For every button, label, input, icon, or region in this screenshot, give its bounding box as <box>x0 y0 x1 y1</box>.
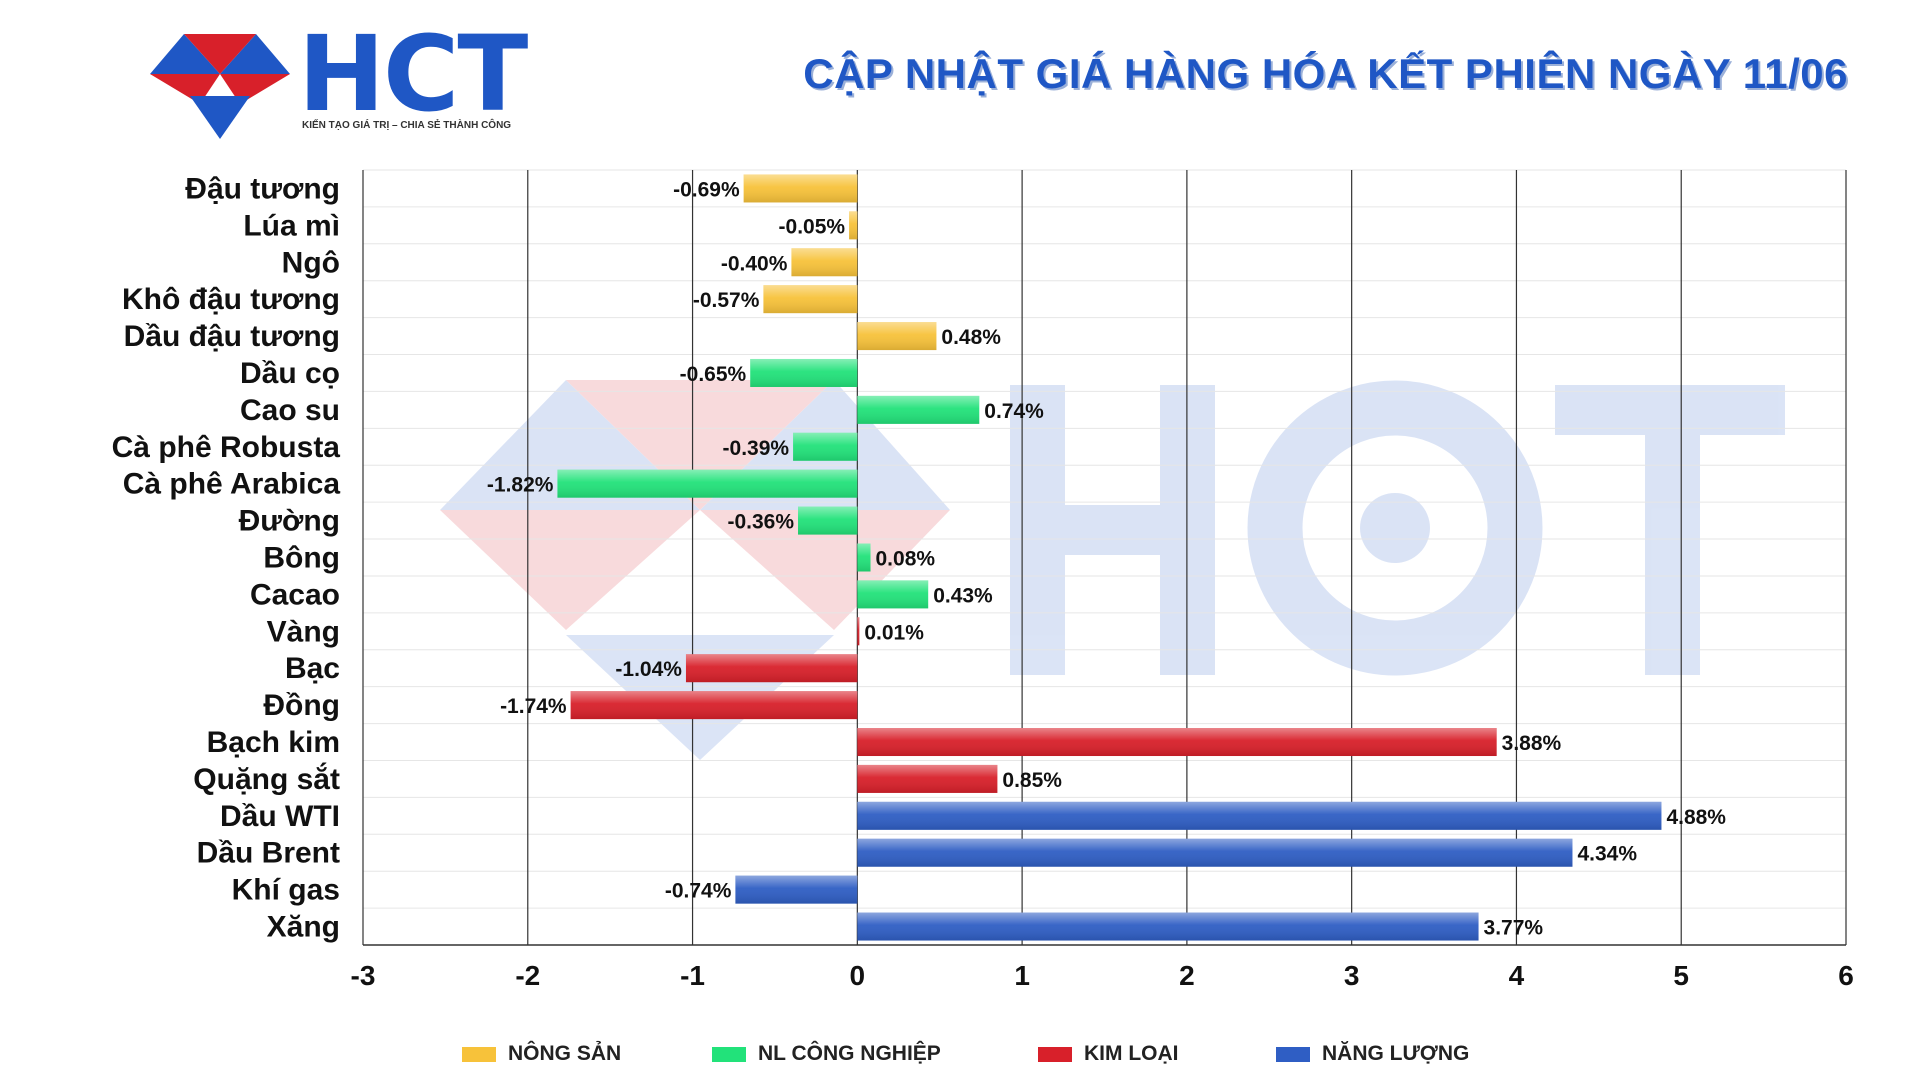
bar-highlight <box>570 691 858 720</box>
category-label: Dầu đậu tương <box>124 320 340 353</box>
x-tick-label: 5 <box>1673 960 1689 991</box>
category-label: Cacao <box>250 578 340 611</box>
data-label: -0.39% <box>723 437 790 460</box>
category-label: Lúa mì <box>243 209 340 242</box>
legend-label: NĂNG LƯỢNG <box>1322 1042 1470 1065</box>
category-label: Đồng <box>263 689 340 722</box>
bar-highlight <box>735 875 858 904</box>
bar-highlight <box>849 211 858 240</box>
category-label: Khô đậu tương <box>122 283 340 316</box>
x-tick-label: 3 <box>1344 960 1360 991</box>
legend-swatch <box>1038 1046 1072 1062</box>
category-label: Đậu tương <box>185 172 340 205</box>
page-title: CẬP NHẬT GIÁ HÀNG HÓA KẾT PHIÊN NGÀY 11/… <box>803 50 1848 97</box>
data-label: -0.74% <box>665 880 732 903</box>
x-tick-label: 1 <box>1014 960 1030 991</box>
bar-highlight <box>557 469 858 498</box>
diamond-logo-icon <box>150 34 290 139</box>
chart-legend: NÔNG SẢN NL CÔNG NGHIỆP KIM LOẠI NĂNG LƯ… <box>0 1042 1920 1066</box>
bar-highlight <box>763 285 858 314</box>
category-label: Ngô <box>282 246 340 279</box>
x-tick-label: -2 <box>515 960 540 991</box>
data-label: 0.85% <box>1002 769 1062 792</box>
data-label: -0.65% <box>680 363 747 386</box>
bar-highlight <box>791 248 858 277</box>
legend-label: KIM LOẠI <box>1084 1042 1179 1065</box>
legend-swatch <box>712 1046 746 1062</box>
bar-highlight <box>857 543 871 572</box>
category-label: Đường <box>239 505 340 538</box>
data-label: 3.77% <box>1484 917 1544 940</box>
data-label: 0.08% <box>876 548 936 571</box>
category-label: Quặng sắt <box>193 762 340 796</box>
data-label: -0.05% <box>779 215 846 238</box>
legend-swatch <box>462 1046 496 1062</box>
x-tick-label: 6 <box>1838 960 1854 991</box>
data-label: -0.57% <box>693 289 760 312</box>
x-tick-label: -1 <box>680 960 705 991</box>
category-label: Cà phê Arabica <box>123 468 341 501</box>
data-label: -1.04% <box>615 658 682 681</box>
bar-highlight <box>857 912 1479 941</box>
bar-highlight <box>857 395 980 424</box>
data-label: 4.88% <box>1666 806 1726 829</box>
legend-item-nl-cong-nghiep: NL CÔNG NGHIỆP <box>712 1042 941 1066</box>
category-label: Dầu cọ <box>240 357 340 390</box>
logo-wordmark: HCT <box>298 13 528 135</box>
category-label: Dầu WTI <box>220 800 340 833</box>
bar-highlight <box>857 764 998 793</box>
data-label: -0.69% <box>673 178 740 201</box>
data-label: -0.36% <box>727 511 794 534</box>
x-tick-label: 0 <box>850 960 866 991</box>
bar-highlight <box>857 322 937 351</box>
legend-item-nang-luong: NĂNG LƯỢNG <box>1276 1042 1469 1066</box>
data-label: 0.01% <box>864 621 924 644</box>
legend-label: NÔNG SẢN <box>508 1042 622 1065</box>
category-label: Bạch kim <box>207 726 340 759</box>
x-tick-label: 4 <box>1509 960 1525 991</box>
legend-swatch <box>1276 1046 1310 1062</box>
bar-highlight <box>793 432 858 461</box>
category-label: Vàng <box>267 615 340 648</box>
data-label: 4.34% <box>1577 843 1637 866</box>
x-tick-label: -3 <box>351 960 376 991</box>
bar-highlight <box>743 174 858 203</box>
data-label: -1.82% <box>487 474 554 497</box>
bar-highlight <box>857 728 1497 757</box>
data-label: 3.88% <box>1502 732 1562 755</box>
legend-label: NL CÔNG NGHIỆP <box>758 1042 941 1065</box>
legend-item-nong-san: NÔNG SẢN <box>462 1042 621 1066</box>
category-label: Xăng <box>267 911 340 944</box>
bar-highlight <box>857 801 1662 830</box>
data-label: -0.40% <box>721 252 788 275</box>
data-label: -1.74% <box>500 695 567 718</box>
category-label: Bạc <box>285 652 340 685</box>
bar-highlight <box>857 838 1573 867</box>
bar-highlight <box>750 358 858 387</box>
category-label: Bông <box>263 542 340 575</box>
data-label: 0.43% <box>933 584 993 607</box>
data-label: 0.48% <box>941 326 1001 349</box>
x-tick-label: 2 <box>1179 960 1195 991</box>
category-label: Cao su <box>240 394 340 427</box>
bar-highlight <box>857 580 929 609</box>
category-label: Khí gas <box>232 874 340 907</box>
category-label: Dầu Brent <box>197 837 340 870</box>
legend-item-kim-loai: KIM LOẠI <box>1038 1042 1179 1066</box>
data-label: 0.74% <box>984 400 1044 423</box>
bar-highlight <box>685 654 858 683</box>
logo-tagline: KIẾN TẠO GIÁ TRỊ – CHIA SẺ THÀNH CÔNG <box>302 120 512 131</box>
hct-logo: HCT KIẾN TẠO GIÁ TRỊ – CHIA SẺ THÀNH CÔN… <box>150 22 528 139</box>
bar-highlight <box>798 506 858 535</box>
category-label: Cà phê Robusta <box>112 431 341 464</box>
bar-highlight <box>857 617 860 646</box>
